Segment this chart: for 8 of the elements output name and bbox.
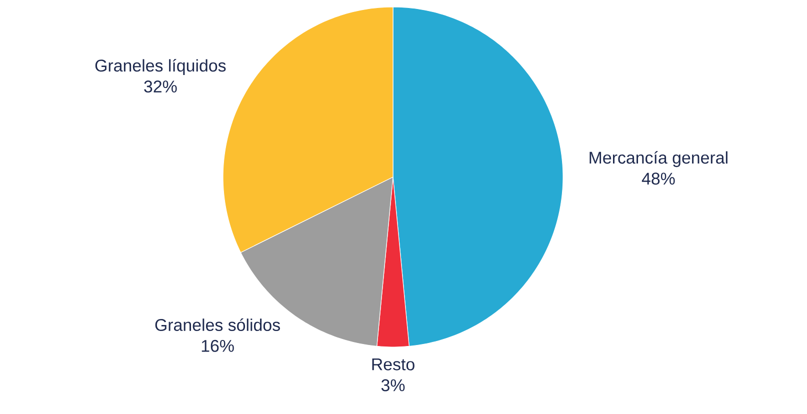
slice-label: Resto [372,358,414,370]
data-label: 3% [381,379,405,392]
slice-label: Mercancía general [590,151,728,168]
slice-label: Graneles líquidos [95,58,226,75]
data-label: 48% [642,172,675,185]
slice-label: Graneles sólidos [155,318,280,332]
data-label: 16% [202,340,234,352]
data-label: 32% [144,80,177,93]
